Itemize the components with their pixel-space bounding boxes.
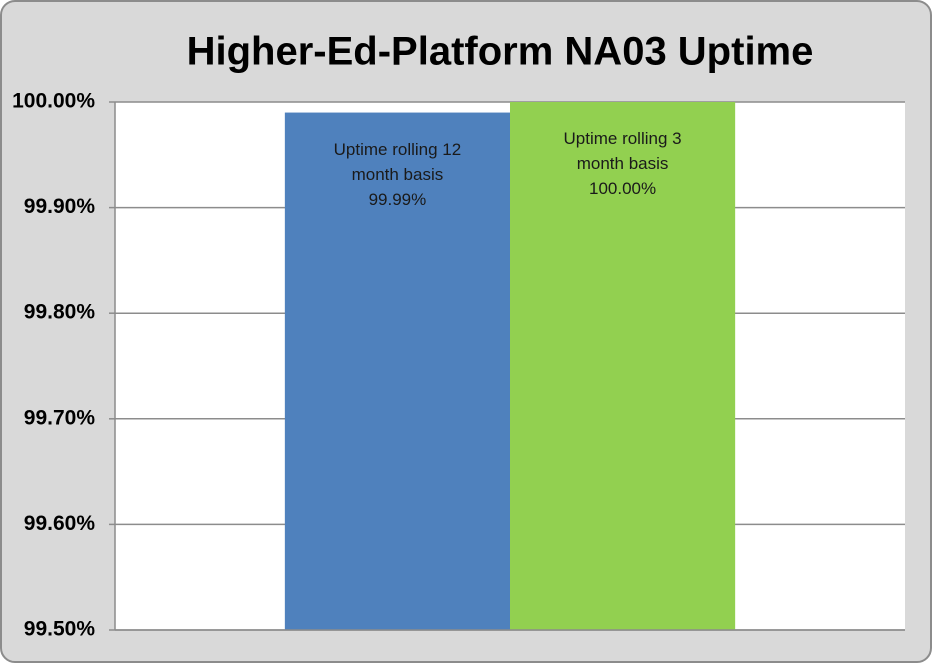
y-tick-label: 99.50%	[24, 618, 96, 641]
bar	[510, 102, 736, 630]
data-label: Uptime rolling 3 month basis 100.00%	[538, 126, 708, 201]
y-tick-label: 99.60%	[24, 512, 96, 535]
data-label-value: 100.00%	[589, 179, 657, 198]
bar	[284, 112, 510, 630]
data-label-series: Uptime rolling 3 month basis	[563, 129, 682, 173]
y-tick-label: 99.80%	[24, 301, 96, 324]
data-label-series: Uptime rolling 12 month basis	[333, 139, 462, 184]
data-label-value: 99.99%	[368, 189, 427, 209]
y-tick-label: 99.70%	[24, 406, 96, 429]
y-tick-label: 99.90%	[24, 195, 96, 218]
y-tick-label: 100.00%	[12, 90, 95, 113]
chart-title: Higher-Ed-Platform NA03 Uptime	[187, 30, 814, 74]
data-label: Uptime rolling 12 month basis 99.99%	[312, 137, 482, 212]
